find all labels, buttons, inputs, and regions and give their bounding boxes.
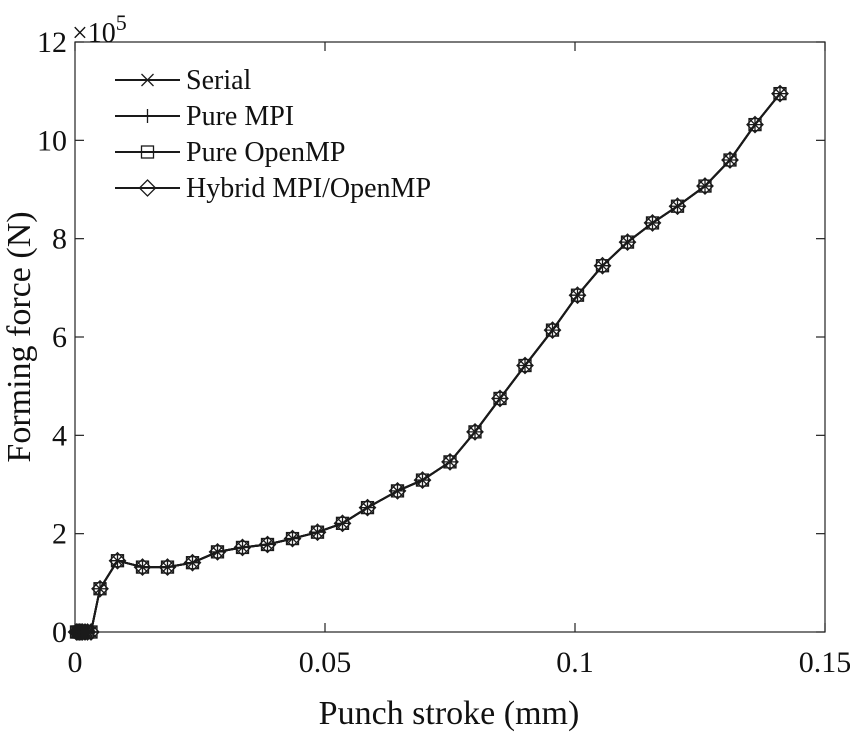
square-marker: [335, 516, 350, 530]
diamond-marker: [593, 256, 612, 275]
square-marker: [415, 473, 430, 487]
square-marker: [493, 391, 507, 406]
legend: Serial Pure MPI Pure OpenMP Hybrid MPI/Open…: [115, 65, 431, 204]
y-tick-label: 6: [52, 321, 67, 354]
square-marker: [670, 199, 685, 213]
diamond-marker: [441, 452, 459, 471]
legend-label: Pure MPI: [186, 101, 294, 132]
diamond-marker: [82, 623, 100, 641]
square-marker: [645, 216, 660, 230]
square-marker: [360, 500, 375, 515]
square-marker: [210, 545, 225, 559]
square-marker: [723, 153, 737, 167]
square-marker: [545, 323, 560, 337]
diamond-marker: [643, 214, 662, 232]
diamond-marker: [358, 498, 377, 517]
diamond-marker: [283, 529, 302, 548]
square-marker: [93, 582, 107, 596]
legend-label: Serial: [186, 65, 252, 96]
y-tick-label: 10: [37, 124, 67, 157]
y-tick-label: 2: [52, 518, 67, 551]
square-marker: [310, 525, 325, 539]
diamond-marker: [78, 623, 97, 641]
y-axis-title: Forming force (N): [1, 211, 38, 462]
diamond-marker: [466, 422, 484, 441]
legend-entry: Pure MPI: [115, 101, 294, 132]
diamond-marker: [258, 535, 277, 554]
y-axis-exponent: ×105: [72, 10, 127, 49]
series: [69, 86, 787, 639]
square-marker: [698, 179, 712, 193]
diamond-marker: [133, 558, 152, 577]
diamond-marker: [208, 542, 227, 561]
diamond-marker: [333, 514, 352, 533]
series: [67, 84, 789, 641]
square-marker: [185, 556, 200, 570]
square-marker: [518, 358, 532, 373]
square-marker: [773, 86, 787, 101]
x-tick-label: 0.1: [556, 646, 594, 679]
diamond-marker: [388, 481, 407, 500]
legend-entry: Hybrid MPI/OpenMP: [115, 173, 431, 204]
diamond-marker: [543, 321, 562, 340]
square-marker: [443, 455, 457, 469]
x-tick-label: 0.15: [799, 646, 850, 679]
square-marker: [570, 288, 585, 302]
diamond-marker: [308, 523, 327, 542]
legend-label: Hybrid MPI/OpenMP: [186, 173, 431, 204]
diamond-marker: [108, 551, 127, 570]
diamond-marker: [69, 623, 87, 641]
diamond-marker: [696, 177, 714, 195]
y-exponent-power: 5: [116, 10, 127, 35]
series: [70, 87, 787, 639]
axis-ticks: 0 0.05 0.1 0.15 0 2 4 6 8 10 12: [37, 26, 850, 679]
x-tick-label: 0.05: [299, 646, 352, 679]
x-tick-label: 0: [68, 646, 83, 679]
diamond-marker: [668, 197, 687, 216]
diamond-marker: [618, 233, 637, 252]
diamond-marker: [771, 84, 789, 103]
square-marker: [595, 259, 610, 273]
diamond-marker: [138, 179, 157, 197]
square-marker: [285, 531, 300, 546]
y-tick-label: 8: [52, 223, 67, 256]
square-marker: [468, 425, 482, 439]
diamond-marker: [183, 553, 202, 572]
y-tick-label: 0: [52, 616, 67, 649]
series-layer: [67, 84, 789, 641]
square-marker: [390, 484, 405, 498]
plus-marker: [140, 109, 155, 123]
series: [69, 86, 787, 639]
legend-entry: Pure OpenMP: [115, 137, 345, 168]
y-tick-label: 4: [52, 419, 67, 452]
diamond-marker: [568, 286, 587, 305]
square-marker: [140, 145, 155, 159]
diamond-marker: [413, 471, 432, 489]
x-marker: [141, 73, 154, 87]
diamond-marker: [233, 538, 252, 557]
y-exponent-base: ×10: [72, 18, 116, 49]
x-axis-title: Punch stroke (mm): [319, 695, 580, 732]
legend-entry: Serial: [115, 65, 252, 96]
diamond-marker: [516, 356, 534, 375]
diamond-marker: [746, 115, 764, 134]
diamond-marker: [158, 558, 177, 577]
diamond-marker: [73, 623, 92, 641]
diamond-marker: [491, 389, 509, 408]
y-tick-label: 12: [37, 26, 67, 59]
diamond-marker: [76, 623, 94, 641]
square-marker: [110, 554, 125, 568]
square-marker: [620, 235, 635, 249]
legend-label: Pure OpenMP: [186, 137, 345, 168]
diamond-marker: [721, 151, 739, 169]
square-marker: [748, 117, 762, 132]
diamond-marker: [91, 579, 109, 598]
